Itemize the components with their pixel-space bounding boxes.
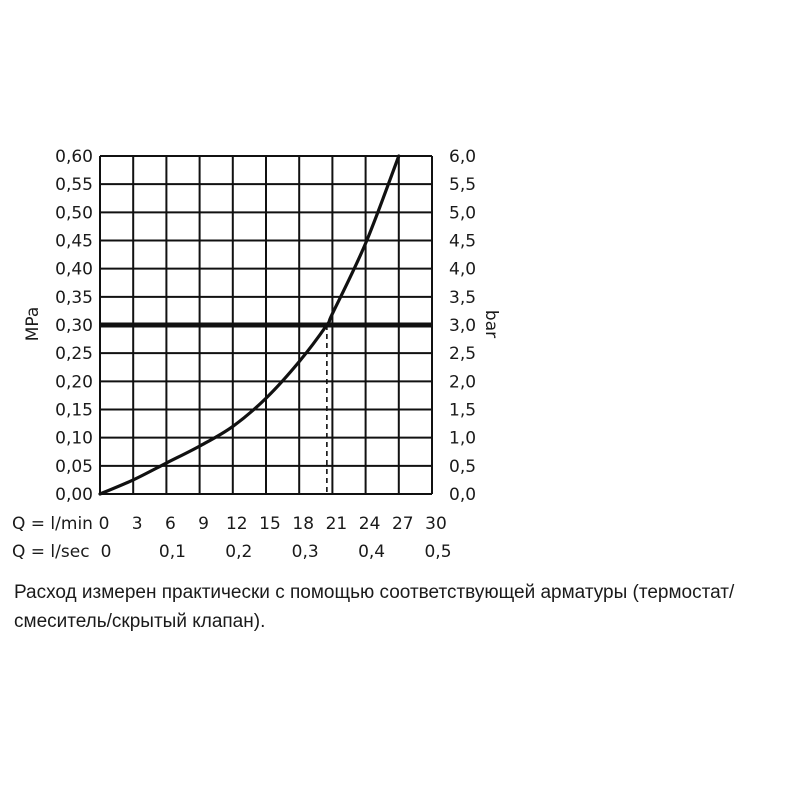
left-tick-label: 0,40 [55, 260, 93, 280]
left-tick-label: 0,35 [55, 288, 93, 308]
left-tick-label: 0,20 [55, 372, 93, 392]
x-lmin-tick-label: 27 [392, 514, 414, 534]
x-axis-lmin-ticks: 0 3 6 9 12 15 18 21 24 27 30 [99, 514, 447, 534]
reference-line-layer [100, 322, 432, 494]
x-lmin-tick-label: 0 [99, 514, 110, 534]
right-tick-label: 0,0 [449, 485, 476, 505]
right-tick-label: 3,5 [449, 288, 476, 308]
flow-pressure-chart: 0,000,050,100,150,200,250,300,350,400,45… [12, 147, 501, 562]
right-tick-label: 2,5 [449, 344, 476, 364]
left-tick-label: 0,15 [55, 401, 93, 421]
x-lmin-tick-label: 18 [292, 514, 314, 534]
left-axis-label: MPa [23, 307, 43, 342]
left-tick-label: 0,55 [55, 175, 93, 195]
left-tick-label: 0,05 [55, 457, 93, 477]
flow-curve [98, 154, 401, 496]
x-lmin-tick-label: 9 [198, 514, 209, 534]
measurement-note: Расход измерен практически с помощью соо… [14, 582, 735, 632]
x-lmin-tick-label: 12 [226, 514, 248, 534]
right-tick-label: 0,5 [449, 457, 476, 477]
left-tick-label: 0,25 [55, 344, 93, 364]
right-tick-label: 1,0 [449, 429, 476, 449]
x-lmin-tick-label: 24 [359, 514, 381, 534]
left-tick-label: 0,60 [55, 147, 93, 167]
x-axis-lsec-ticks: 0 0,1 0,2 0,3 0,4 0,5 [101, 542, 452, 562]
x-lmin-tick-label: 30 [425, 514, 447, 534]
right-tick-label: 3,0 [449, 316, 476, 336]
x-lsec-tick-label: 0 [101, 542, 112, 562]
x-lmin-tick-label: 21 [326, 514, 348, 534]
right-tick-label: 5,5 [449, 175, 476, 195]
right-axis-label: bar [481, 310, 501, 338]
x-lsec-tick-label: 0,3 [292, 542, 319, 562]
x-lsec-tick-label: 0,2 [225, 542, 252, 562]
left-tick-label: 0,45 [55, 232, 93, 252]
left-tick-label: 0,00 [55, 485, 93, 505]
curve-layer [98, 154, 401, 496]
right-tick-label: 2,0 [449, 372, 476, 392]
x-lmin-tick-label: 15 [259, 514, 281, 534]
x-lmin-tick-label: 6 [165, 514, 176, 534]
right-tick-label: 4,5 [449, 232, 476, 252]
right-axis-ticks: 0,0 0,5 1,0 1,5 2,0 2,5 3,0 3,5 4,0 4,5 5,0 5,5 6,0 [449, 147, 476, 505]
x-axis-lmin-label: Q = l/min [12, 514, 93, 534]
right-tick-label: 5,0 [449, 203, 476, 223]
right-tick-label: 4,0 [449, 260, 476, 280]
x-lsec-tick-label: 0,5 [424, 542, 451, 562]
right-tick-label: 1,5 [449, 401, 476, 421]
x-axis-lsec-label: Q = l/sec [12, 542, 90, 562]
x-lsec-tick-label: 0,4 [358, 542, 385, 562]
right-tick-label: 6,0 [449, 147, 476, 167]
x-lmin-tick-label: 3 [132, 514, 143, 534]
left-tick-label: 0,30 [55, 316, 93, 336]
x-lsec-tick-label: 0,1 [159, 542, 186, 562]
left-axis-ticks: 0,00 0,05 0,10 0,15 0,20 0,25 0,30 0,35 0,40 0,45… [55, 147, 93, 505]
left-tick-label: 0,10 [55, 429, 93, 449]
left-tick-label: 0,50 [55, 203, 93, 223]
